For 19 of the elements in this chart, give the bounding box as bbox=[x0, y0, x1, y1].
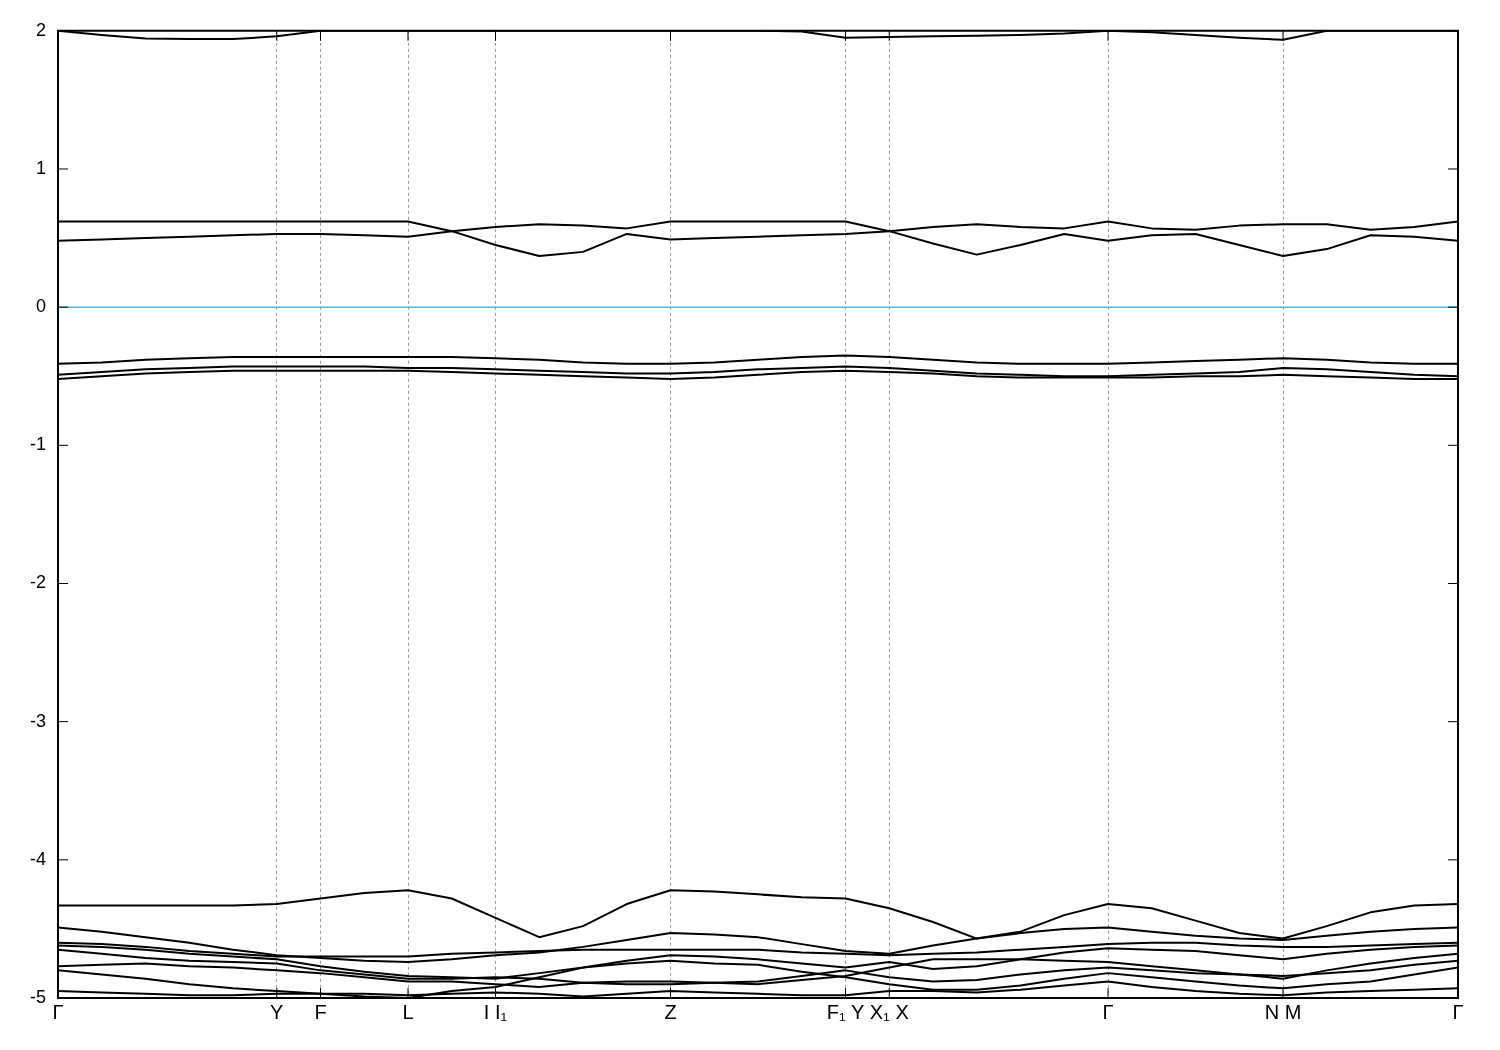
y-tick-label: -5 bbox=[29, 986, 46, 1007]
x-tick-label: Γ bbox=[52, 1000, 64, 1023]
y-tick-label: 2 bbox=[35, 19, 46, 40]
y-tick-label: 0 bbox=[35, 296, 46, 317]
y-tick-label: -4 bbox=[29, 848, 46, 869]
x-tick-label: Γ bbox=[1452, 1000, 1464, 1023]
x-tick-label: N M bbox=[1264, 1000, 1302, 1023]
x-tick-label: Γ bbox=[1102, 1000, 1114, 1023]
y-tick-label: -2 bbox=[29, 572, 46, 593]
x-tick-label: Y bbox=[270, 1000, 284, 1023]
y-tick-label: -3 bbox=[29, 710, 46, 731]
y-tick-label: -1 bbox=[29, 434, 46, 455]
x-tick-label: F bbox=[314, 1000, 327, 1023]
x-tick-label: L bbox=[402, 1000, 414, 1023]
y-tick-label: 1 bbox=[35, 157, 46, 178]
x-tick-label: Z bbox=[664, 1000, 677, 1023]
x-tick-label: F₁ Y bbox=[826, 1000, 865, 1023]
x-tick-label: I I₁ bbox=[483, 1000, 508, 1023]
x-tick-label: X₁ X bbox=[869, 1000, 909, 1023]
